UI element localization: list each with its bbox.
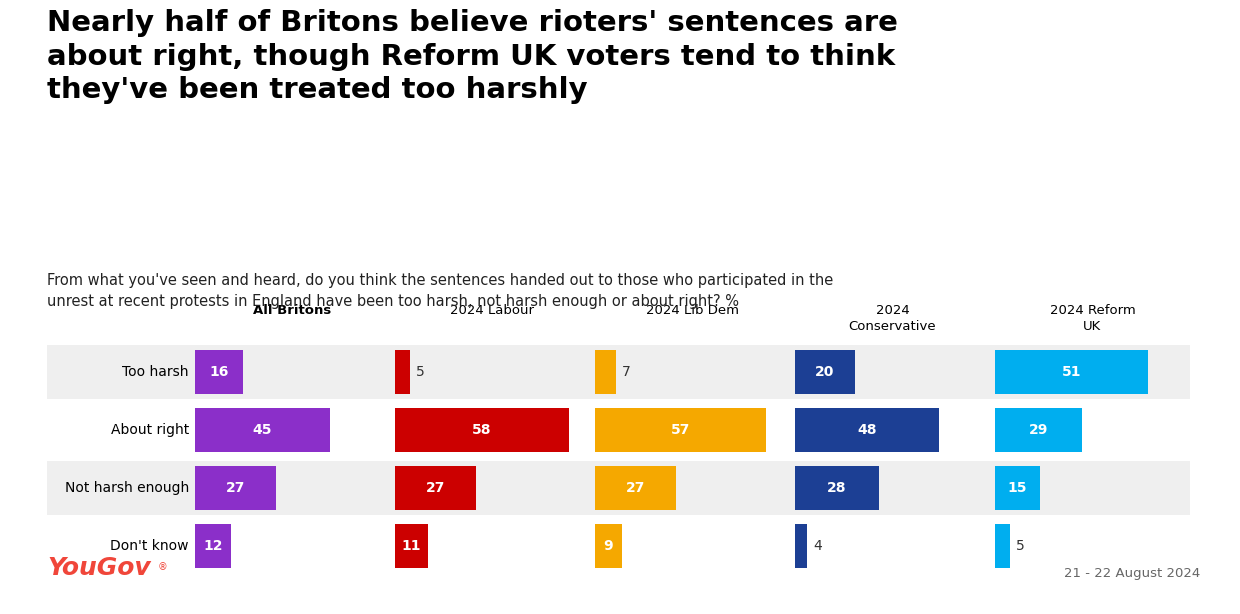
Text: From what you've seen and heard, do you think the sentences handed out to those : From what you've seen and heard, do you … — [47, 273, 833, 309]
Text: 4: 4 — [813, 539, 822, 553]
Bar — [195, 524, 231, 568]
Text: About right: About right — [110, 423, 188, 437]
Text: 2024 Reform
UK: 2024 Reform UK — [1049, 304, 1136, 333]
Bar — [994, 408, 1083, 452]
Bar — [795, 408, 939, 452]
Bar — [396, 524, 428, 568]
Bar — [595, 408, 766, 452]
Text: 2024
Conservative: 2024 Conservative — [848, 304, 936, 333]
Text: 27: 27 — [425, 481, 445, 495]
Text: 20: 20 — [816, 365, 835, 379]
Bar — [595, 524, 622, 568]
Text: Don't know: Don't know — [110, 539, 188, 553]
Text: 15: 15 — [1008, 481, 1027, 495]
Text: Too harsh: Too harsh — [123, 365, 188, 379]
Bar — [396, 466, 476, 510]
Text: 27: 27 — [626, 481, 645, 495]
Bar — [994, 466, 1040, 510]
Bar — [795, 350, 856, 394]
Text: 57: 57 — [671, 423, 691, 437]
Text: 11: 11 — [402, 539, 422, 553]
Text: 45: 45 — [253, 423, 273, 437]
Bar — [396, 408, 569, 452]
Bar — [47, 519, 1190, 573]
Text: Not harsh enough: Not harsh enough — [64, 481, 188, 495]
Bar — [595, 350, 616, 394]
Text: 2024 Lib Dem: 2024 Lib Dem — [646, 304, 739, 317]
Text: 7: 7 — [622, 365, 631, 379]
Text: Nearly half of Britons believe rioters' sentences are
about right, though Reform: Nearly half of Britons believe rioters' … — [47, 9, 898, 104]
Bar — [195, 408, 330, 452]
Text: 16: 16 — [210, 365, 228, 379]
Text: 28: 28 — [827, 481, 847, 495]
Text: YouGov: YouGov — [47, 556, 151, 580]
Text: 21 - 22 August 2024: 21 - 22 August 2024 — [1064, 567, 1200, 580]
Text: 58: 58 — [472, 423, 492, 437]
Bar — [47, 403, 1190, 457]
Bar — [795, 524, 807, 568]
Text: 29: 29 — [1029, 423, 1048, 437]
Text: All Britons: All Britons — [253, 304, 331, 317]
Text: 51: 51 — [1061, 365, 1081, 379]
Text: 27: 27 — [226, 481, 246, 495]
Bar — [994, 350, 1148, 394]
Text: ®: ® — [157, 562, 167, 572]
Bar — [195, 466, 277, 510]
Bar — [795, 466, 879, 510]
Text: 5: 5 — [415, 365, 425, 379]
Bar — [595, 466, 676, 510]
Text: 5: 5 — [1016, 539, 1024, 553]
Bar — [195, 350, 243, 394]
Text: 12: 12 — [203, 539, 223, 553]
Bar — [396, 350, 410, 394]
Text: 48: 48 — [857, 423, 877, 437]
Text: 9: 9 — [604, 539, 614, 553]
Bar — [994, 524, 1011, 568]
Text: 2024 Labour: 2024 Labour — [450, 304, 534, 317]
Bar — [47, 345, 1190, 399]
Bar — [47, 461, 1190, 515]
